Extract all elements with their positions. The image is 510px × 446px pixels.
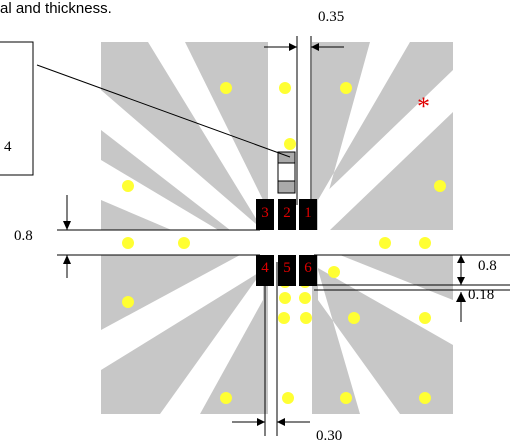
pad-5 — [278, 255, 296, 286]
dim-label-right-small: 0.18 — [468, 287, 495, 303]
arrow-bottom-left — [257, 418, 265, 426]
callout-leader — [36, 64, 291, 158]
arrow-right-up — [457, 255, 465, 263]
pad-label-2: 2 — [283, 205, 291, 221]
via — [122, 296, 134, 308]
dim-label-bottom: 0.30 — [316, 428, 343, 444]
arrow-right-small — [456, 292, 466, 302]
via — [284, 138, 296, 150]
via — [278, 312, 290, 324]
pad-2 — [278, 199, 296, 230]
trace-lower-left-1 — [101, 255, 263, 370]
via — [178, 237, 190, 249]
via — [279, 292, 291, 304]
callout-box — [0, 41, 34, 176]
pad-label-6: 6 — [304, 260, 312, 276]
via — [282, 392, 294, 404]
arrow-bottom-right — [277, 418, 285, 426]
trace-lower-right-2 — [318, 270, 400, 414]
trace-lower-right-1 — [318, 255, 453, 345]
via — [220, 82, 232, 94]
arrow-left-down — [63, 221, 71, 230]
arrow-top-left — [289, 43, 297, 51]
pad-label-4: 4 — [261, 260, 269, 276]
via — [348, 312, 360, 324]
trace-upper-left-1 — [101, 90, 263, 230]
marker-asterisk: * — [417, 92, 430, 121]
trace-upper-left-3 — [148, 42, 263, 230]
via — [328, 266, 340, 278]
caption-text: al and thickness. — [0, 0, 112, 17]
callout-text: 4 — [4, 139, 12, 155]
via — [279, 82, 291, 94]
via — [122, 237, 134, 249]
pad-label-5: 5 — [283, 260, 291, 276]
component-package — [277, 151, 296, 194]
trace-upper-right-1 — [318, 42, 410, 230]
trace-lower-left-2 — [160, 270, 263, 414]
via — [434, 180, 446, 192]
via — [340, 82, 352, 94]
pad-label-3: 3 — [261, 205, 269, 221]
pad-group — [256, 199, 317, 286]
via — [419, 237, 431, 249]
trace-upper-right-2 — [318, 70, 453, 230]
trace-layer — [101, 42, 453, 414]
dim-label-left: 0.8 — [14, 228, 33, 244]
arrow-top-right — [311, 43, 319, 51]
via — [299, 292, 311, 304]
via — [300, 312, 312, 324]
dim-label-right: 0.8 — [478, 258, 497, 274]
via — [122, 180, 134, 192]
dim-label-top: 0.35 — [318, 9, 345, 25]
via — [379, 237, 391, 249]
pad-3 — [256, 199, 274, 230]
via — [419, 392, 431, 404]
via — [419, 312, 431, 324]
via — [340, 392, 352, 404]
pad-1 — [299, 199, 317, 230]
pad-label-1: 1 — [304, 205, 312, 221]
trace-upper-left-2 — [101, 160, 235, 240]
arrow-left-up — [63, 255, 71, 264]
arrow-right-down — [457, 277, 465, 285]
via — [220, 392, 232, 404]
pad-6 — [299, 255, 317, 286]
